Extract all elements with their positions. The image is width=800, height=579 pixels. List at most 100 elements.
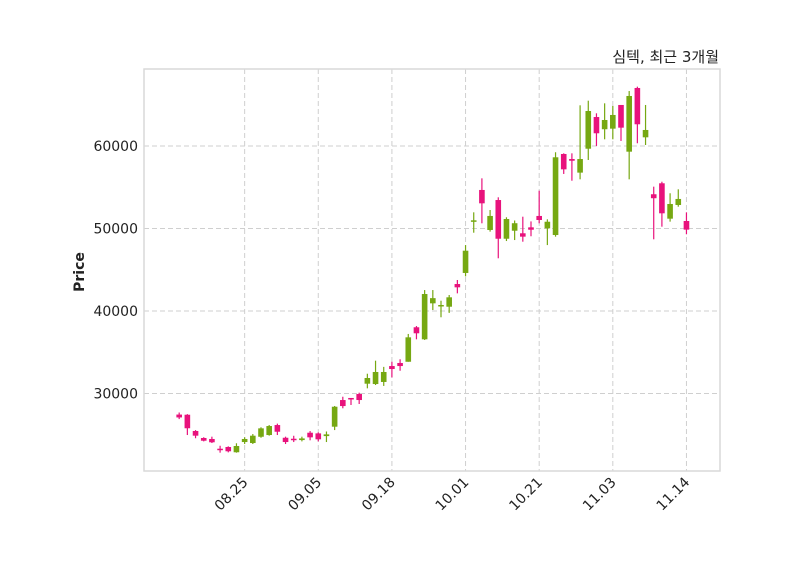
candle-up [250, 434, 256, 445]
candle-body [290, 438, 297, 441]
candle-body [479, 189, 485, 204]
candle-up [552, 152, 559, 237]
candle-body [225, 446, 232, 452]
candle-down [356, 392, 362, 404]
x-tick-label: 11.03 [580, 475, 620, 515]
candle-body [470, 220, 477, 222]
candle-down [315, 432, 322, 442]
y-axis-ticks: 30000 40000 50000 60000 [93, 139, 138, 403]
candle-up [372, 360, 379, 386]
candle-up [487, 210, 493, 232]
x-tick-label: 09.18 [359, 475, 399, 515]
candle-body [397, 362, 403, 367]
candle-body [299, 438, 305, 441]
candle-body [462, 250, 469, 273]
x-axis-ticks: 08.25 09.05 09.18 10.01 10.21 11.03 11.14 [212, 474, 694, 514]
candle-down [225, 446, 232, 453]
candle-down [659, 181, 665, 227]
y-tick-label: 60000 [93, 139, 138, 155]
candle-up [577, 105, 583, 180]
candle-up [299, 436, 305, 442]
candle-up [266, 425, 272, 436]
candle-down [176, 412, 182, 420]
candle-body [569, 159, 575, 161]
candle-body [610, 114, 616, 129]
candle-body [192, 430, 199, 436]
candle-up [380, 366, 387, 386]
candle-down [528, 221, 534, 237]
candle-body [552, 157, 559, 236]
candle-body [438, 304, 444, 307]
candle-body [593, 117, 600, 134]
candle-down [536, 190, 542, 224]
candle-up [601, 103, 608, 140]
candle-body [184, 414, 191, 429]
candle-down [397, 359, 403, 371]
candle-body [446, 297, 452, 307]
candle-up [364, 373, 371, 389]
candle-body [241, 438, 248, 443]
candle-up [323, 431, 330, 443]
x-tick-label: 09.05 [285, 475, 325, 515]
candle-body [430, 298, 436, 304]
candle-body [520, 233, 526, 237]
candle-body [331, 406, 338, 427]
candle-up [585, 100, 592, 161]
candle-down [413, 326, 420, 340]
candle-body [209, 438, 215, 443]
candle-body [642, 129, 649, 138]
candle-up [667, 193, 673, 222]
candle-body [176, 414, 182, 418]
candle-down [282, 436, 289, 445]
candle-up [610, 105, 616, 140]
candle-down [307, 431, 313, 441]
candle-up [642, 104, 649, 145]
candle-body [315, 433, 322, 440]
candle-down [560, 153, 567, 174]
candle-down [184, 414, 191, 436]
candle-body [250, 435, 256, 444]
candle-down [479, 178, 485, 224]
candle-body [323, 434, 330, 437]
candle-up [331, 405, 338, 431]
candle-down [217, 445, 223, 453]
candle-body [503, 219, 510, 239]
candle-body [560, 153, 567, 170]
candle-up [544, 219, 551, 246]
candle-body [258, 428, 264, 437]
candle-up [405, 333, 412, 362]
candle-body [544, 221, 551, 229]
y-axis-label: Price [72, 252, 88, 292]
candle-up [511, 220, 518, 241]
candle-up [470, 212, 477, 233]
candle-body [217, 448, 223, 451]
candle-down [274, 423, 281, 436]
candle-body [577, 159, 583, 173]
candle-body [585, 110, 592, 149]
y-tick-label: 30000 [93, 387, 138, 403]
candle-down [348, 397, 354, 405]
candle-body [634, 87, 641, 125]
candle-body [348, 397, 354, 400]
grid-lines [144, 69, 720, 471]
y-tick-label: 40000 [93, 304, 138, 320]
chart-title: 심텍, 최근 3개월 [612, 48, 719, 66]
candle-down [618, 104, 624, 141]
candle-down [683, 212, 690, 235]
candle-body [405, 337, 412, 362]
candle-down [569, 153, 575, 181]
candle-down [209, 436, 215, 444]
candle-body [495, 200, 502, 239]
candle-body [601, 119, 608, 130]
candle-body [233, 445, 240, 453]
candle-body [454, 284, 461, 288]
candle-up [233, 443, 240, 453]
candle-down [389, 361, 395, 378]
candle-body [274, 425, 281, 432]
candle-body [618, 104, 624, 128]
candle-body [340, 400, 346, 407]
candle-up [258, 427, 264, 438]
candle-up [462, 245, 469, 277]
candle-body [536, 215, 542, 220]
